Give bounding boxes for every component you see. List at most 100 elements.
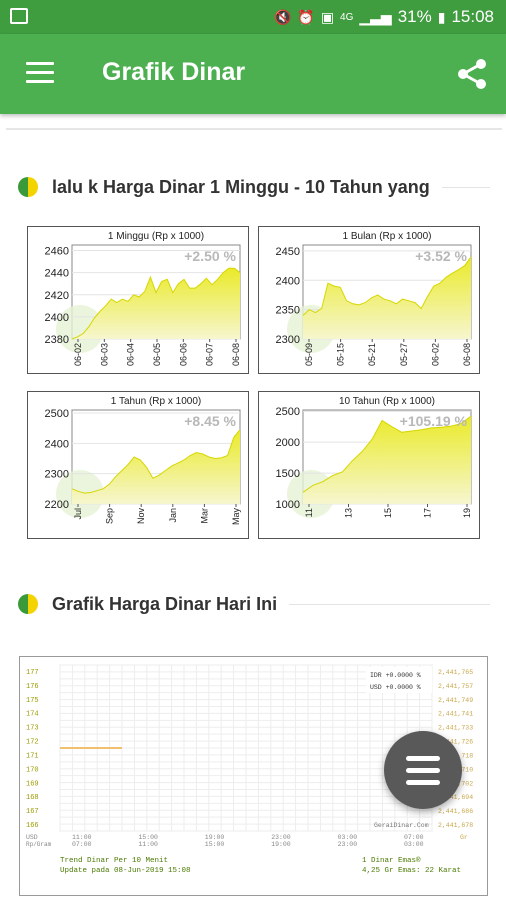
y-tick-label: 168 — [26, 794, 39, 802]
chart-svg-today: 177 176 175 174 173 172 171 170 169 168 167 166 2,44… — [26, 664, 473, 875]
y-tick-label: 2450 — [276, 246, 300, 258]
x-tick-label-sub: 11:00 — [138, 841, 158, 848]
x-tick-label: 06-07 — [205, 343, 215, 366]
x-tick-label: Jan — [168, 508, 178, 523]
chart-title: 1 Minggu (Rp x 1000) — [108, 231, 204, 242]
x-tick-label: Mar — [199, 508, 209, 524]
legend-entry: IDR +0.0000 % — [370, 672, 421, 679]
chart-1-bulan[interactable]: 1 Bulan (Rp x 1000) 2450 2400 2350 2300 +3.52… — [258, 226, 480, 374]
chart-svg-1-minggu: 1 Minggu (Rp x 1000) 2460 2440 2420 2400 2380… — [45, 231, 241, 366]
x-tick-label: 06-06 — [178, 343, 188, 366]
area-line — [71, 267, 241, 340]
area-series — [72, 429, 240, 504]
x-tick-label: 13 — [344, 508, 354, 518]
x-tick-label: 06-02 — [73, 343, 83, 366]
chart-10-tahun[interactable]: 10 Tahun (Rp x 1000) 2500 2000 1500 1000 +105… — [258, 391, 480, 539]
app-bar: Grafik Dinar — [0, 34, 506, 114]
area-series — [303, 416, 471, 504]
y-tick-label: 173 — [26, 725, 39, 733]
x-tick-label: Sep — [105, 508, 115, 524]
y-tick-label: 2300 — [276, 334, 300, 346]
change-label: +3.52 % — [415, 248, 467, 264]
x-tick-label: 19:00 — [205, 834, 225, 841]
x-tick-label: 05-09 — [304, 343, 314, 366]
x-tick-label: 11:00 — [72, 834, 92, 841]
chart-title: 10 Tahun (Rp x 1000) — [339, 396, 435, 407]
y-tick-label: 169 — [26, 780, 39, 788]
right-tick-label: 2,441,733 — [438, 725, 473, 732]
area-line — [71, 429, 241, 494]
y-tick-label: 1000 — [276, 499, 300, 511]
x-tick-label-sub: 03:00 — [404, 841, 424, 848]
x-tick-label-sub: 15:00 — [205, 841, 225, 848]
x-tick-label-sub: 23:00 — [338, 841, 358, 848]
section-title-today: Grafik Harga Dinar Hari Ini — [52, 593, 278, 614]
y-tick-label: 176 — [26, 683, 39, 691]
chart-today[interactable]: 177 176 175 174 173 172 171 170 169 168 167 166 2,44… — [19, 656, 488, 896]
signal-icon: ▁▃▅ — [359, 8, 392, 25]
network-label: 4G — [340, 11, 354, 23]
y-tick-label: 171 — [26, 752, 39, 760]
status-icons: 🔇 ⏰ ▣ 4G ▁▃▅ 31% ▮ 15:08 — [274, 7, 494, 27]
x-tick-label: 17 — [423, 508, 433, 518]
section-title-history: lalu k Harga Dinar 1 Minggu - 10 Tahun y… — [52, 176, 430, 197]
divider — [6, 128, 502, 130]
legend-box — [366, 667, 432, 693]
x-tick-label-sub: 07:00 — [72, 841, 92, 848]
status-bar: 🔇 ⏰ ▣ 4G ▁▃▅ 31% ▮ 15:08 — [0, 0, 506, 34]
x-tick-label: 19 — [462, 508, 472, 518]
x-tick-label: 06-03 — [99, 343, 109, 366]
change-label: +105.19 % — [400, 413, 468, 429]
sim-icon: ▣ — [320, 8, 335, 25]
area-line — [302, 256, 472, 316]
y-tick-label: 2460 — [45, 246, 69, 258]
chart-svg-1-bulan: 1 Bulan (Rp x 1000) 2450 2400 2350 2300 +3.52… — [276, 231, 472, 366]
usd-label: USD — [26, 834, 38, 841]
share-icon[interactable] — [454, 56, 490, 92]
right-tick-label: 2,441,757 — [438, 683, 473, 690]
x-tick-label: 06-02 — [430, 343, 440, 366]
x-tick-label: 06-08 — [231, 343, 241, 366]
y-tick-label: 2350 — [276, 305, 300, 317]
y-tick-label: 2000 — [276, 437, 300, 449]
x-tick-label: 05-27 — [399, 343, 409, 366]
y-tick-label: 2300 — [45, 469, 69, 481]
y-tick-label: 1500 — [276, 468, 300, 480]
y-tick-label: 170 — [26, 766, 39, 774]
y-tick-label: 2500 — [276, 406, 300, 418]
footer-right-text: 4,25 Gr Emas: 22 Karat — [362, 867, 461, 875]
right-tick-label: 2,441,694 — [438, 794, 473, 801]
chart-title: 1 Bulan (Rp x 1000) — [343, 231, 432, 242]
x-tick-label: 06-05 — [152, 343, 162, 366]
x-tick-label: May — [231, 508, 241, 526]
chart-1-minggu[interactable]: 1 Minggu (Rp x 1000) 2460 2440 2420 2400 2380… — [27, 226, 249, 374]
y-tick-label: 175 — [26, 697, 39, 705]
unit-label: Rp/Gram — [26, 841, 52, 848]
chart-title: 1 Tahun (Rp x 1000) — [111, 396, 201, 407]
change-label: +8.45 % — [184, 413, 236, 429]
right-tick-label: 2,441,741 — [438, 711, 473, 718]
section-divider — [441, 186, 490, 188]
y-tick-label: 2400 — [45, 312, 69, 324]
chart-svg-10-tahun: 10 Tahun (Rp x 1000) 2500 2000 1500 1000 +105… — [276, 396, 472, 518]
x-tick-label: 15 — [383, 508, 393, 518]
legend-entry: USD +0.0000 % — [370, 684, 421, 691]
chart-subtitle: Update pada 08-Jun-2019 15:08 — [60, 867, 191, 875]
battery-icon: ▮ — [437, 8, 446, 25]
y-tick-label: 172 — [26, 739, 39, 747]
y-tick-label: 166 — [26, 822, 39, 830]
mute-icon: 🔇 — [273, 8, 292, 25]
menu-fab-button[interactable] — [384, 731, 462, 809]
dinar-coin-icon — [18, 177, 38, 197]
right-tick-label: 2,441,749 — [438, 697, 473, 704]
section-header-history: lalu k Harga Dinar 1 Minggu - 10 Tahun y… — [18, 174, 490, 200]
hamburger-menu-icon[interactable] — [26, 62, 54, 84]
chart-1-tahun[interactable]: 1 Tahun (Rp x 1000) 2500 2400 2300 2200 +8.45… — [27, 391, 249, 539]
y-tick-label: 174 — [26, 711, 39, 719]
y-tick-label: 167 — [26, 808, 39, 816]
y-tick-label: 2420 — [45, 290, 69, 302]
clock-time: 15:08 — [451, 7, 494, 26]
y-tick-label: 2380 — [45, 334, 69, 346]
section-divider — [289, 603, 490, 605]
x-tick-label: 03:00 — [338, 834, 358, 841]
